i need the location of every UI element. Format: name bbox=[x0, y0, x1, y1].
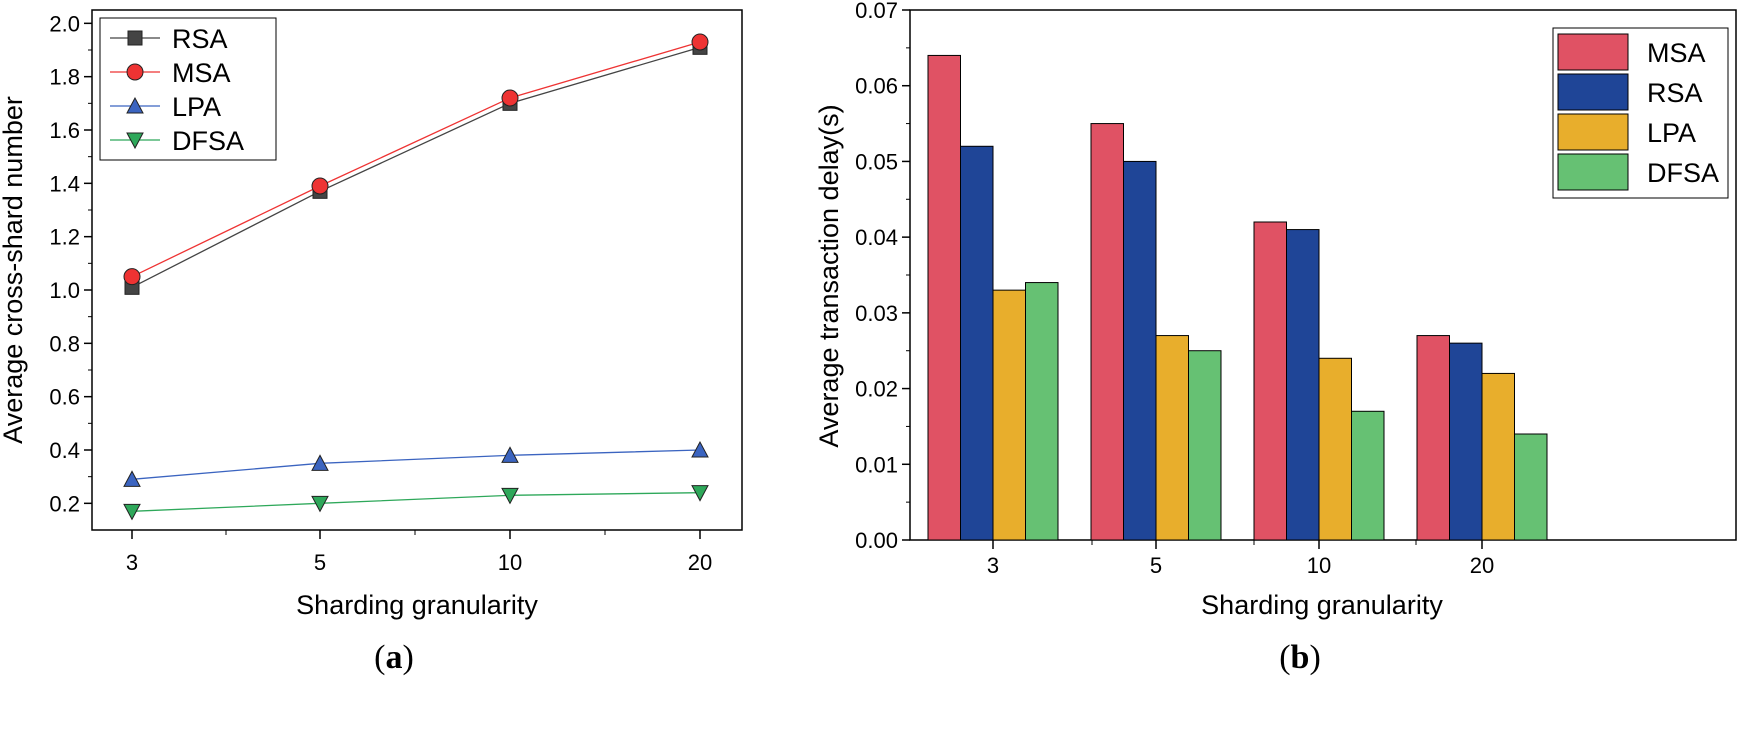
x-tick-label-b: 10 bbox=[1307, 553, 1331, 578]
y-tick-label-a: 0.8 bbox=[49, 331, 80, 356]
y-tick-label-b: 0.03 bbox=[855, 301, 898, 326]
data-point-dfsa bbox=[501, 487, 519, 505]
bar-dfsa-10 bbox=[1351, 410, 1385, 541]
bar-msa-3 bbox=[927, 54, 961, 541]
y-tick-label-b: 0.00 bbox=[855, 528, 898, 553]
bar-chart-transaction-delay: 0.000.010.020.030.040.050.060.07 3 5 10 20 … bbox=[814, 0, 1737, 676]
x-tick-label-b: 3 bbox=[987, 553, 999, 578]
bar-rsa-3 bbox=[960, 145, 994, 541]
legend-label-dfsa: DFSA bbox=[1647, 158, 1719, 188]
y-tick-label-a: 1.0 bbox=[49, 278, 80, 303]
y-axis-b: 0.00 0.01 0.02 0.03 0.04 0.05 0.06 0.07 bbox=[855, 0, 910, 553]
bar-msa-20 bbox=[1416, 335, 1450, 541]
data-point-msa bbox=[123, 268, 141, 286]
y-tick-label-b: 0.02 bbox=[855, 377, 898, 402]
legend-b: MSA RSA LPA DFSA bbox=[1552, 27, 1729, 199]
y-tick-label-b: 0.01 bbox=[855, 452, 898, 477]
legend-label-rsa: RSA bbox=[1647, 78, 1703, 108]
bar-rsa-20 bbox=[1449, 342, 1483, 541]
data-point-msa bbox=[311, 177, 329, 195]
data-point-lpa bbox=[123, 470, 141, 487]
data-point-dfsa bbox=[311, 495, 329, 513]
y-tick-label-b: 0.04 bbox=[855, 225, 898, 250]
x-tick-label-a: 5 bbox=[314, 550, 326, 575]
y-tick-label-a: 2.0 bbox=[49, 11, 80, 36]
series-line-lpa bbox=[131, 449, 701, 480]
line-chart-cross-shard: 0.2 0.4 0.6 0.8 1.0 1.2 1.4 1.6 1.8 2.0 3 5 10 20 RS… bbox=[0, 9, 743, 676]
y-tick-label-b: 0.07 bbox=[855, 0, 898, 23]
legend-marker-dfsa bbox=[126, 132, 144, 150]
bar-rsa-5 bbox=[1123, 160, 1157, 541]
y-axis-title-a: Average cross-shard number bbox=[0, 96, 28, 444]
series-line-msa bbox=[131, 41, 701, 278]
bar-msa-10 bbox=[1253, 221, 1287, 541]
data-point-dfsa bbox=[123, 503, 141, 521]
plot-frame-a bbox=[91, 9, 743, 531]
bar-lpa-20 bbox=[1481, 372, 1515, 541]
x-tick-label-a: 3 bbox=[126, 550, 138, 575]
data-point-dfsa bbox=[691, 485, 709, 502]
legend-label-msa: MSA bbox=[172, 58, 231, 88]
bar-lpa-5 bbox=[1155, 335, 1189, 541]
y-axis-a: 0.2 0.4 0.6 0.8 1.0 1.2 1.4 1.6 1.8 2.0 bbox=[49, 11, 92, 516]
data-point-msa bbox=[501, 89, 519, 107]
x-tick-label-b: 5 bbox=[1150, 553, 1162, 578]
x-tick-label-a: 10 bbox=[498, 550, 522, 575]
series-line-dfsa bbox=[131, 492, 701, 512]
data-point-lpa bbox=[501, 446, 519, 463]
x-axis-title-b: Sharding granularity bbox=[1201, 590, 1443, 620]
bar-rsa-10 bbox=[1286, 229, 1320, 541]
y-tick-label-a: 1.8 bbox=[49, 65, 80, 90]
series-group-a bbox=[123, 33, 709, 521]
legend-marker-rsa bbox=[127, 30, 143, 46]
panel-label-a: (a) bbox=[374, 639, 414, 676]
legend-swatch-rsa bbox=[1557, 73, 1629, 111]
panel-label-b: (b) bbox=[1279, 639, 1321, 676]
y-tick-label-a: 0.4 bbox=[49, 438, 80, 463]
bars-group-b bbox=[927, 54, 1548, 541]
series-line-rsa bbox=[131, 46, 701, 288]
data-point-msa bbox=[691, 33, 709, 51]
bar-lpa-10 bbox=[1318, 357, 1352, 541]
bar-dfsa-3 bbox=[1025, 282, 1059, 541]
y-tick-label-a: 0.6 bbox=[49, 385, 80, 410]
x-tick-label-b: 20 bbox=[1470, 553, 1494, 578]
x-axis-b: 3 5 10 20 bbox=[987, 540, 1494, 578]
y-axis-title-b: Average transaction delay(s) bbox=[814, 104, 844, 447]
legend-marker-msa bbox=[126, 63, 144, 81]
legend-label-dfsa: DFSA bbox=[172, 126, 244, 156]
bar-dfsa-20 bbox=[1514, 433, 1548, 541]
data-point-lpa bbox=[691, 440, 709, 458]
y-tick-label-b: 0.05 bbox=[855, 149, 898, 174]
legend-marker-lpa bbox=[126, 96, 144, 114]
y-tick-label-a: 1.4 bbox=[49, 171, 80, 196]
bar-dfsa-5 bbox=[1188, 350, 1222, 541]
legend-label-lpa: LPA bbox=[172, 92, 221, 122]
x-axis-a: 3 5 10 20 bbox=[126, 530, 712, 575]
x-axis-title-a: Sharding granularity bbox=[296, 590, 538, 620]
legend-swatch-msa bbox=[1557, 33, 1629, 71]
legend-label-msa: MSA bbox=[1647, 38, 1706, 68]
legend-label-lpa: LPA bbox=[1647, 118, 1696, 148]
x-tick-label-a: 20 bbox=[688, 550, 712, 575]
bar-msa-5 bbox=[1090, 123, 1124, 541]
legend-label-rsa: RSA bbox=[172, 24, 228, 54]
data-point-lpa bbox=[311, 454, 329, 471]
legend-swatch-lpa bbox=[1557, 113, 1629, 151]
legend-a: RSA MSA LPA DFSA bbox=[99, 17, 277, 161]
y-tick-label-a: 1.2 bbox=[49, 225, 80, 250]
bar-lpa-3 bbox=[992, 289, 1026, 541]
y-tick-label-a: 0.2 bbox=[49, 491, 80, 516]
legend-swatch-dfsa bbox=[1557, 153, 1629, 191]
y-tick-label-b: 0.06 bbox=[855, 74, 898, 99]
y-tick-label-a: 1.6 bbox=[49, 118, 80, 143]
